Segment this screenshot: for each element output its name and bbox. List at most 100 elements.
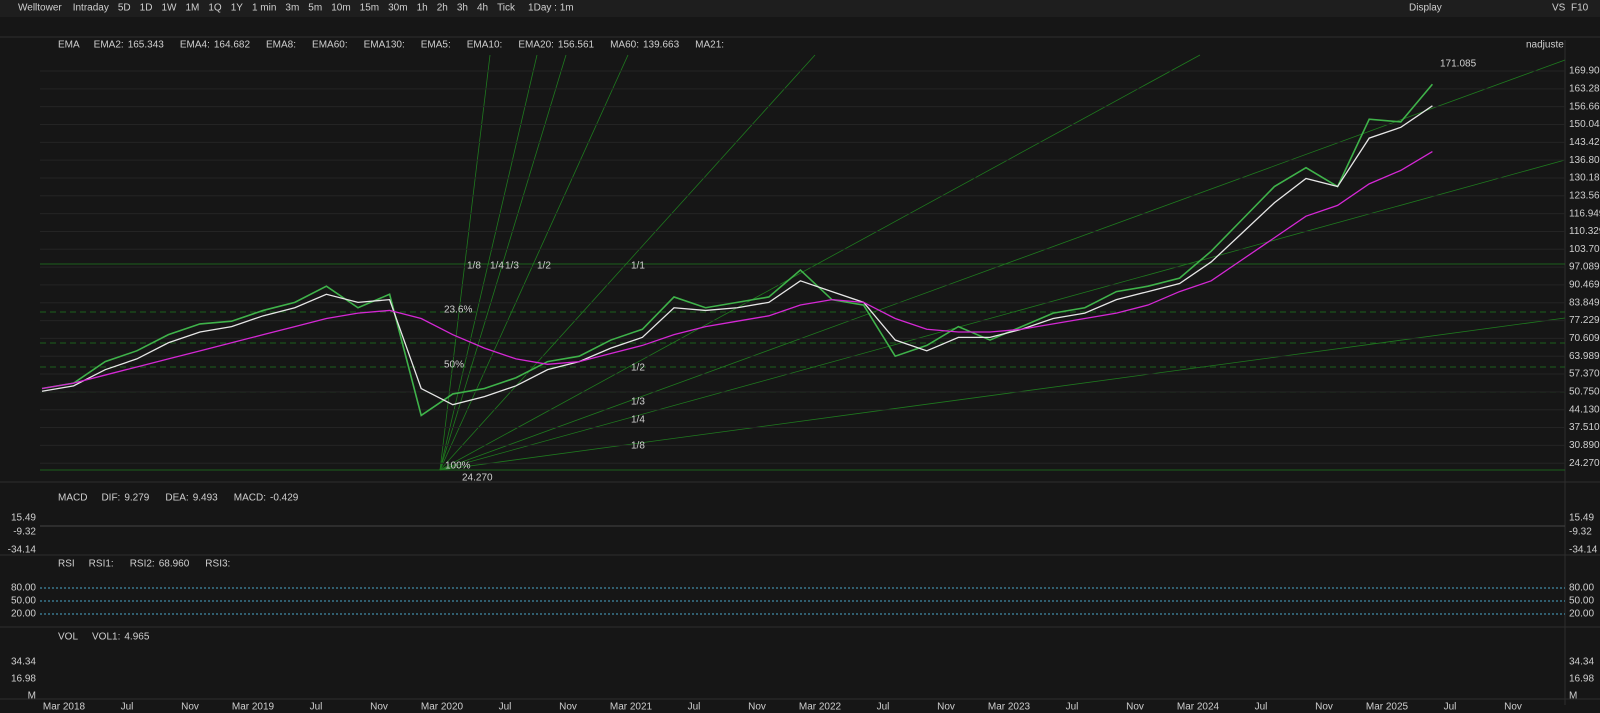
fib-label: 23.6% [444, 305, 472, 316]
high-label: 171.085 [1440, 59, 1477, 70]
x-tick-label: Nov [370, 702, 388, 713]
indicator-label: EMA2: [94, 40, 124, 51]
period-button[interactable]: 2h [437, 3, 448, 14]
x-tick-label: Jul [310, 702, 323, 713]
y-tick-label: 123.569 [1569, 190, 1600, 201]
period-button[interactable]: 1M [185, 3, 199, 14]
indicator-label: RSI2: [130, 559, 155, 570]
gann-label: 1/3 [505, 261, 519, 272]
interval-select[interactable]: 1Day : 1m [528, 3, 574, 14]
low-label: 24.270 [462, 473, 493, 484]
period-button[interactable]: 5m [308, 3, 322, 14]
indicator-label: EMA5: [421, 40, 451, 51]
y-tick-label: 156.668 [1569, 101, 1600, 112]
vs-button[interactable]: VS [1552, 3, 1566, 14]
price-line [41, 150, 1433, 390]
y-tick-label: 57.370 [1569, 369, 1600, 380]
indicator-value: 4.965 [124, 632, 149, 643]
gann-label: 1/3 [631, 397, 645, 408]
gann-label: 1/2 [537, 261, 551, 272]
period-button[interactable]: 1Y [231, 3, 244, 14]
indicator-value: 139.663 [643, 40, 680, 51]
indicator-label: RSI3: [205, 559, 230, 570]
x-tick-label: Mar 2023 [988, 702, 1031, 713]
indicator-label: EMA8: [266, 40, 296, 51]
x-tick-label: Nov [181, 702, 199, 713]
period-button[interactable]: 1 min [252, 3, 276, 14]
indicator-value: -0.429 [270, 493, 299, 504]
y-tick-label: 143.428 [1569, 137, 1600, 148]
rsi-tick-label: 50.00 [1569, 596, 1594, 607]
period-button[interactable]: 10m [331, 3, 350, 14]
price-line [41, 105, 1433, 406]
period-button[interactable]: Tick [497, 3, 516, 14]
indicator-label: DEA: [165, 493, 188, 504]
indicator-value: 164.682 [214, 40, 251, 51]
x-tick-label: Mar 2022 [799, 702, 842, 713]
x-tick-label: Nov [937, 702, 955, 713]
x-tick-label: Nov [1504, 702, 1522, 713]
gann-label: 1/1 [631, 261, 645, 272]
indicator-label: RSI1: [89, 559, 114, 570]
y-tick-label: 130.189 [1569, 173, 1600, 184]
macd-tick-label: -34.14 [1569, 545, 1598, 556]
y-tick-label: 70.609 [1569, 333, 1600, 344]
x-tick-label: Mar 2025 [1366, 702, 1409, 713]
macd-tick-label: 15.49 [1569, 513, 1594, 524]
period-button[interactable]: 1h [417, 3, 428, 14]
x-tick-label: Mar 2019 [232, 702, 275, 713]
macd-tick-label: -9.32 [13, 527, 36, 538]
period-button[interactable]: 5D [118, 3, 131, 14]
x-tick-label: Jul [877, 702, 890, 713]
x-tick-label: Nov [748, 702, 766, 713]
display-menu[interactable]: Display [1409, 3, 1442, 14]
y-tick-label: 90.469 [1569, 280, 1600, 291]
y-tick-label: 116.949 [1569, 208, 1600, 219]
indicator-value: 156.561 [558, 40, 595, 51]
x-tick-label: Jul [121, 702, 134, 713]
period-button[interactable]: Intraday [73, 3, 109, 14]
x-tick-label: Mar 2018 [43, 702, 86, 713]
vol-tick-label: 34.34 [1569, 657, 1594, 668]
indicator-value: 9.279 [124, 493, 149, 504]
indicator-name[interactable]: MACD [58, 493, 87, 504]
y-tick-label: 77.229 [1569, 315, 1600, 326]
indicator-name[interactable]: EMA [58, 40, 80, 51]
y-tick-label: 163.288 [1569, 83, 1600, 94]
macd-tick-label: -34.14 [8, 545, 37, 556]
symbol[interactable]: Welltower [18, 3, 62, 14]
period-button[interactable]: 3m [285, 3, 299, 14]
indicator-label: EMA4: [180, 40, 210, 51]
gann-label: 1/8 [467, 261, 481, 272]
x-tick-label: Jul [1066, 702, 1079, 713]
x-tick-label: Jul [688, 702, 701, 713]
gann-label: 1/4 [490, 261, 504, 272]
rsi-tick-label: 20.00 [11, 609, 36, 620]
indicator-label: EMA130: [364, 40, 405, 51]
indicator-name[interactable]: RSI [58, 559, 75, 570]
period-button[interactable]: 1D [140, 3, 153, 14]
x-tick-label: Mar 2020 [421, 702, 464, 713]
y-tick-label: 30.890 [1569, 440, 1600, 451]
vol-tick-label: M [1569, 691, 1577, 702]
y-tick-label: 150.048 [1569, 119, 1600, 130]
y-tick-label: 63.989 [1569, 351, 1600, 362]
y-tick-label: 24.270 [1569, 458, 1600, 469]
indicator-label: EMA20: [518, 40, 554, 51]
indicator-name[interactable]: VOL [58, 632, 78, 643]
period-button[interactable]: 1Q [208, 3, 222, 14]
vol-tick-label: 16.98 [1569, 674, 1594, 685]
period-button[interactable]: 15m [360, 3, 379, 14]
period-button[interactable]: 30m [388, 3, 407, 14]
adjust-button[interactable]: nadjuste [1526, 40, 1564, 51]
period-button[interactable]: 4h [477, 3, 488, 14]
period-button[interactable]: 1W [161, 3, 177, 14]
period-button[interactable]: 3h [457, 3, 468, 14]
x-tick-label: Jul [499, 702, 512, 713]
y-tick-label: 136.809 [1569, 155, 1600, 166]
indicator-label: EMA10: [467, 40, 503, 51]
rsi-tick-label: 50.00 [11, 596, 36, 607]
f10-button[interactable]: F10 [1571, 3, 1589, 14]
indicator-value: 165.343 [128, 40, 165, 51]
